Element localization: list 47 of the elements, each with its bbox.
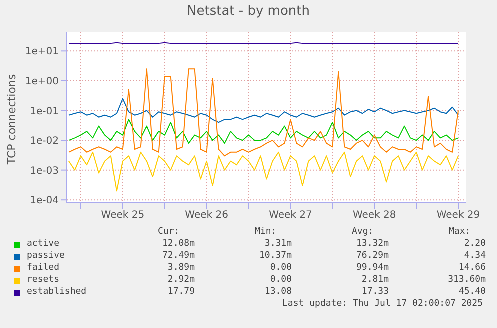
y-tick-label: 1e-04 [30,196,59,207]
text: 13.32m [356,239,389,250]
text: 45.40 [458,287,486,298]
legend-label: active [27,239,60,250]
text: 3.31m [264,239,292,250]
x-tick-label: Week 27 [269,210,312,222]
y-tick-label: 1e-01 [30,106,59,118]
text: Max: [449,227,471,238]
text: 3.89m [168,263,195,274]
line-series [68,68,460,157]
text: Min: [255,227,277,238]
text: 76.29m [356,251,389,262]
text: 72.49m [162,251,195,262]
text: 14.66 [458,263,486,274]
text: 17.79 [168,287,195,298]
text: Last update: Thu Jul 17 02:00:07 2025 [282,299,483,310]
text: Cur: [158,227,180,238]
legend-label: established [27,287,87,298]
text: 0.00 [270,275,292,286]
line-series [68,98,460,124]
text: 0.00 [270,263,292,274]
text: 2.92m [168,275,195,286]
y-tick-label: 1e-03 [30,166,59,177]
text: 313.60m [448,275,486,286]
x-tick-label: Week 29 [436,210,480,222]
text: 4.34 [464,251,486,262]
chart-title: Netstat - by month [186,4,311,19]
y-tick-label: 1e-02 [30,136,59,148]
text: 2.20 [464,239,486,250]
legend-label: resets [27,275,60,286]
x-tick-label: Week 28 [352,210,396,222]
text: 99.94m [356,263,389,274]
line-series [68,152,460,192]
text: Avg: [352,227,374,238]
text: 2.81m [362,275,389,286]
y-tick-label: 1e+00 [25,76,59,88]
line-series [68,119,460,144]
y-tick-label: 1e+01 [25,46,59,58]
legend-label: passive [27,251,65,262]
text: 10.37m [259,251,292,262]
x-tick-label: Week 26 [185,210,228,222]
y-axis-title: TCP connections [6,74,19,164]
legend-label: failed [27,263,60,274]
x-tick-label: Week 25 [101,210,145,222]
text: 12.08m [162,239,195,250]
text: 13.08 [264,287,292,298]
text: 17.33 [362,287,389,298]
